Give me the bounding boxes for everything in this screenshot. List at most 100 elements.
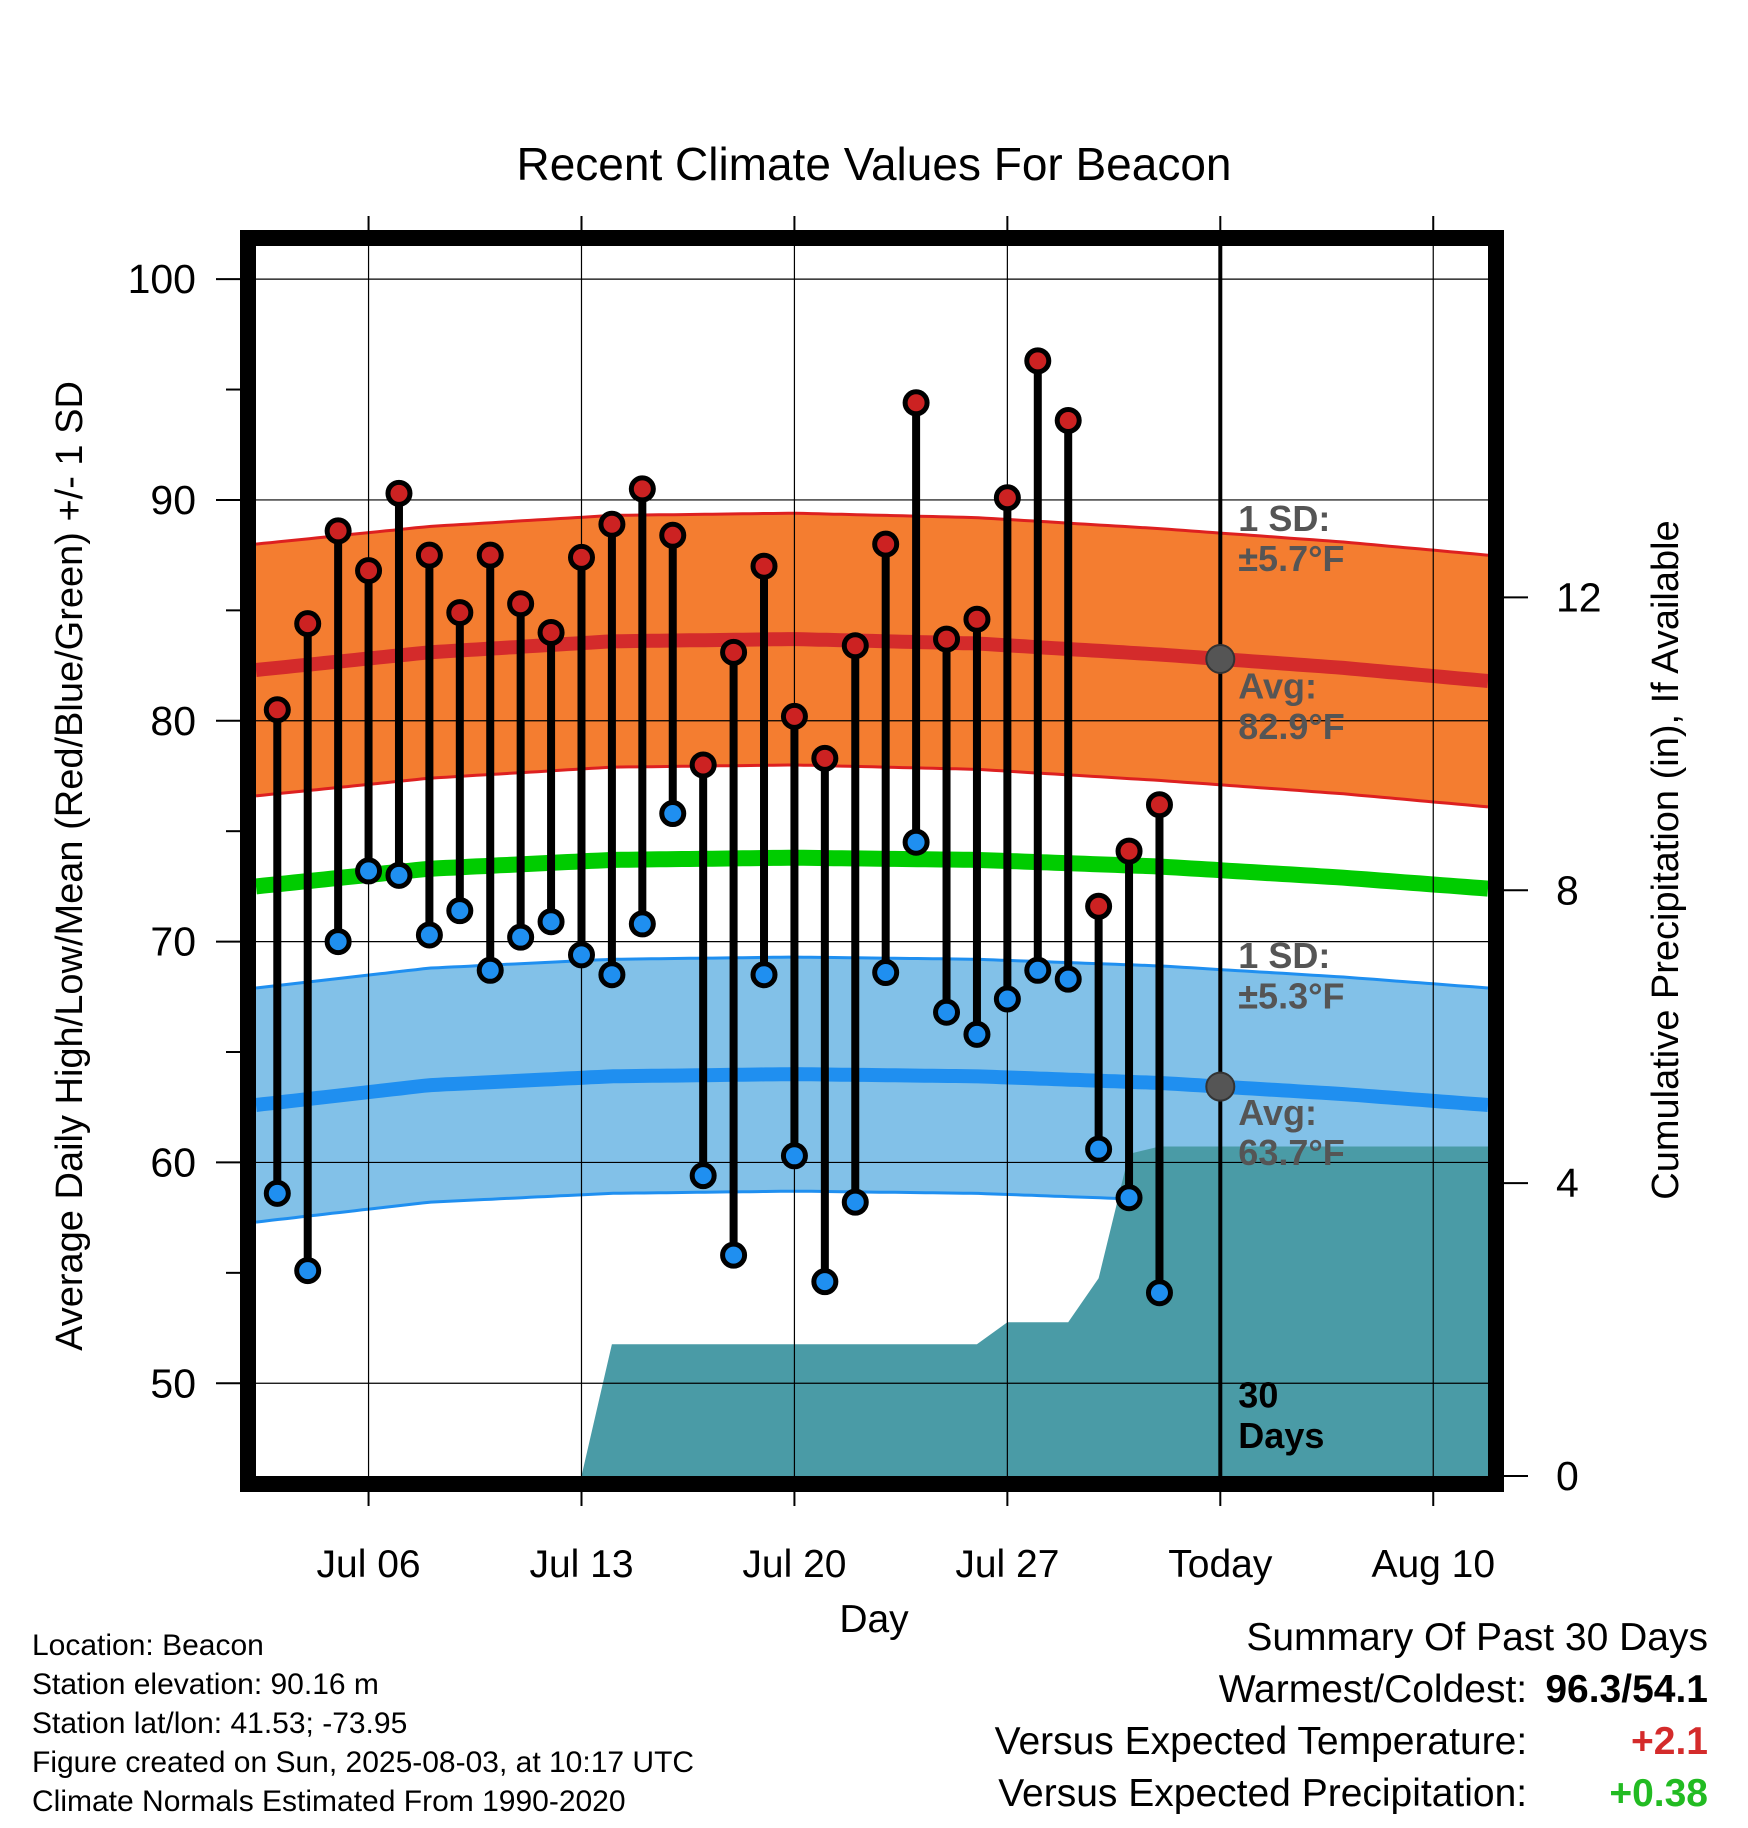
- temp-vs-expected-value: +2.1: [1631, 1720, 1708, 1763]
- latlon-text: Station lat/lon: 41.53; -73.95: [32, 1707, 408, 1740]
- x-axis-label: Day: [839, 1598, 909, 1641]
- daily-low-dot: [537, 908, 565, 936]
- precip-vs-expected-value: +0.38: [1609, 1772, 1708, 1815]
- normal-low-line: [255, 1067, 1489, 1112]
- annotation-layer: 1 SD: ±5.7°F Avg: 82.9°F 1 SD: ±5.3°F Avg: 63.7…: [1205, 498, 1345, 1456]
- daily-low-dot: [933, 998, 961, 1026]
- daily-high-dot: [872, 530, 900, 558]
- daily-low-dot: [780, 1142, 808, 1170]
- daily-low-dot: [567, 941, 595, 969]
- normals-text: Climate Normals Estimated From 1990-2020: [32, 1785, 626, 1818]
- warm-cold-label: Warmest/Coldest:: [1218, 1668, 1528, 1711]
- y-tick-label: 100: [128, 256, 196, 302]
- x-tick-label: Jul 06: [317, 1543, 421, 1586]
- daily-low-dot: [1115, 1184, 1143, 1212]
- daily-low-dot: [446, 897, 474, 925]
- daily-high-dot: [415, 541, 443, 569]
- daily-high-dot: [720, 638, 748, 666]
- station-info: Location: Beacon Station elevation: 90.1…: [32, 1626, 694, 1821]
- daily-low-dot: [750, 961, 778, 989]
- axes-layer: Jul 06 Jul 13 Jul 20 Jul 27 Today Aug 10 50 60 7…: [128, 216, 1602, 1586]
- location-text: Location: Beacon: [32, 1629, 264, 1662]
- daily-high-dot: [628, 475, 656, 503]
- daily-low-dot: [355, 857, 383, 885]
- daily-high-dot: [689, 751, 717, 779]
- x-tick-label: Jul 13: [529, 1543, 633, 1586]
- y2-tick-label: 0: [1556, 1453, 1579, 1499]
- x-tick-label: Jul 27: [955, 1543, 1059, 1586]
- daily-low-dot: [902, 828, 930, 856]
- summary-panel: Summary Of Past 30 Days Warmest/Coldest:…: [995, 1612, 1708, 1820]
- x-tick-label: Today: [1168, 1543, 1273, 1586]
- daily-high-dot: [476, 541, 504, 569]
- daily-low-dot: [872, 959, 900, 987]
- x-tick-label: Aug 10: [1371, 1543, 1495, 1586]
- warm-cold-value: 96.3/54.1: [1545, 1668, 1708, 1711]
- daily-low-dot: [1145, 1279, 1173, 1307]
- normal-mean-line: [255, 849, 1489, 897]
- daily-range-stems: [273, 360, 1164, 1293]
- daily-high-dot: [902, 389, 930, 417]
- daily-high-dot: [1054, 406, 1082, 434]
- daily-high-dot: [811, 744, 839, 772]
- y-tick-label: 80: [150, 698, 196, 744]
- high-sd-upper-edge: [255, 511, 1489, 557]
- daily-low-dot: [993, 985, 1021, 1013]
- y-tick-label: 70: [150, 919, 196, 965]
- chart-title: Recent Climate Values For Beacon: [516, 138, 1231, 190]
- daily-low-dot: [415, 921, 443, 949]
- y-tick-label: 90: [150, 477, 196, 523]
- summary-precip: Versus Expected Precipitation: +0.38: [995, 1768, 1708, 1820]
- today-normal-low-marker: [1205, 1071, 1236, 1102]
- daily-low-dot: [689, 1162, 717, 1190]
- daily-high-dot: [1145, 791, 1173, 819]
- daily-high-dot: [385, 479, 413, 507]
- daily-high-dot: [1024, 347, 1052, 375]
- y-tick-label: 60: [150, 1139, 196, 1185]
- daily-high-dot: [841, 632, 869, 660]
- summary-temp: Versus Expected Temperature: +2.1: [995, 1716, 1708, 1768]
- y2-tick-label: 4: [1556, 1160, 1579, 1206]
- daily-high-dot: [567, 543, 595, 571]
- daily-high-dot: [507, 590, 535, 618]
- daily-low-dot: [841, 1188, 869, 1216]
- daily-low-dot: [1024, 956, 1052, 984]
- daily-low-dot: [263, 1179, 291, 1207]
- daily-high-dot: [659, 521, 687, 549]
- daily-high-dot: [1115, 837, 1143, 865]
- temp-vs-expected-label: Versus Expected Temperature:: [994, 1720, 1528, 1763]
- daily-low-dot: [720, 1241, 748, 1269]
- high-sd-band: [256, 513, 1488, 807]
- daily-low-dot: [476, 956, 504, 984]
- daily-low-dot: [385, 861, 413, 889]
- precip-area-layer: [256, 1146, 1488, 1476]
- daily-high-dot: [780, 702, 808, 730]
- y2-tick-label: 12: [1556, 574, 1602, 620]
- created-text: Figure created on Sun, 2025-08-03, at 10…: [32, 1746, 695, 1779]
- y-tick-label: 50: [150, 1360, 196, 1406]
- precip-area: [256, 1146, 1488, 1476]
- precip-vs-expected-label: Versus Expected Precipitation:: [998, 1772, 1528, 1815]
- high-sd-annotation: 1 SD: ±5.7°F: [1238, 498, 1344, 579]
- plot-frame: [240, 230, 1504, 1492]
- daily-high-dot: [294, 610, 322, 638]
- daily-low-dot: [1085, 1135, 1113, 1163]
- daily-high-dot: [446, 599, 474, 627]
- daily-low-dot: [598, 961, 626, 989]
- x-tick-label: Jul 20: [742, 1543, 846, 1586]
- daily-high-dot: [263, 696, 291, 724]
- daily-high-dot: [933, 625, 961, 653]
- daily-high-dot: [750, 552, 778, 580]
- daily-high-dot: [355, 557, 383, 585]
- daily-high-dot: [324, 517, 352, 545]
- elevation-text: Station elevation: 90.16 m: [32, 1668, 379, 1701]
- high-avg-annotation: Avg: 82.9°F: [1238, 666, 1344, 747]
- daily-high-dot: [537, 618, 565, 646]
- summary-title: Summary Of Past 30 Days: [1246, 1616, 1708, 1659]
- daily-high-dot: [598, 510, 626, 538]
- daily-low-dot: [324, 928, 352, 956]
- y2-tick-label: 8: [1556, 867, 1579, 913]
- daily-high-dot: [993, 484, 1021, 512]
- daily-low-dot: [811, 1268, 839, 1296]
- daily-low-dot: [507, 923, 535, 951]
